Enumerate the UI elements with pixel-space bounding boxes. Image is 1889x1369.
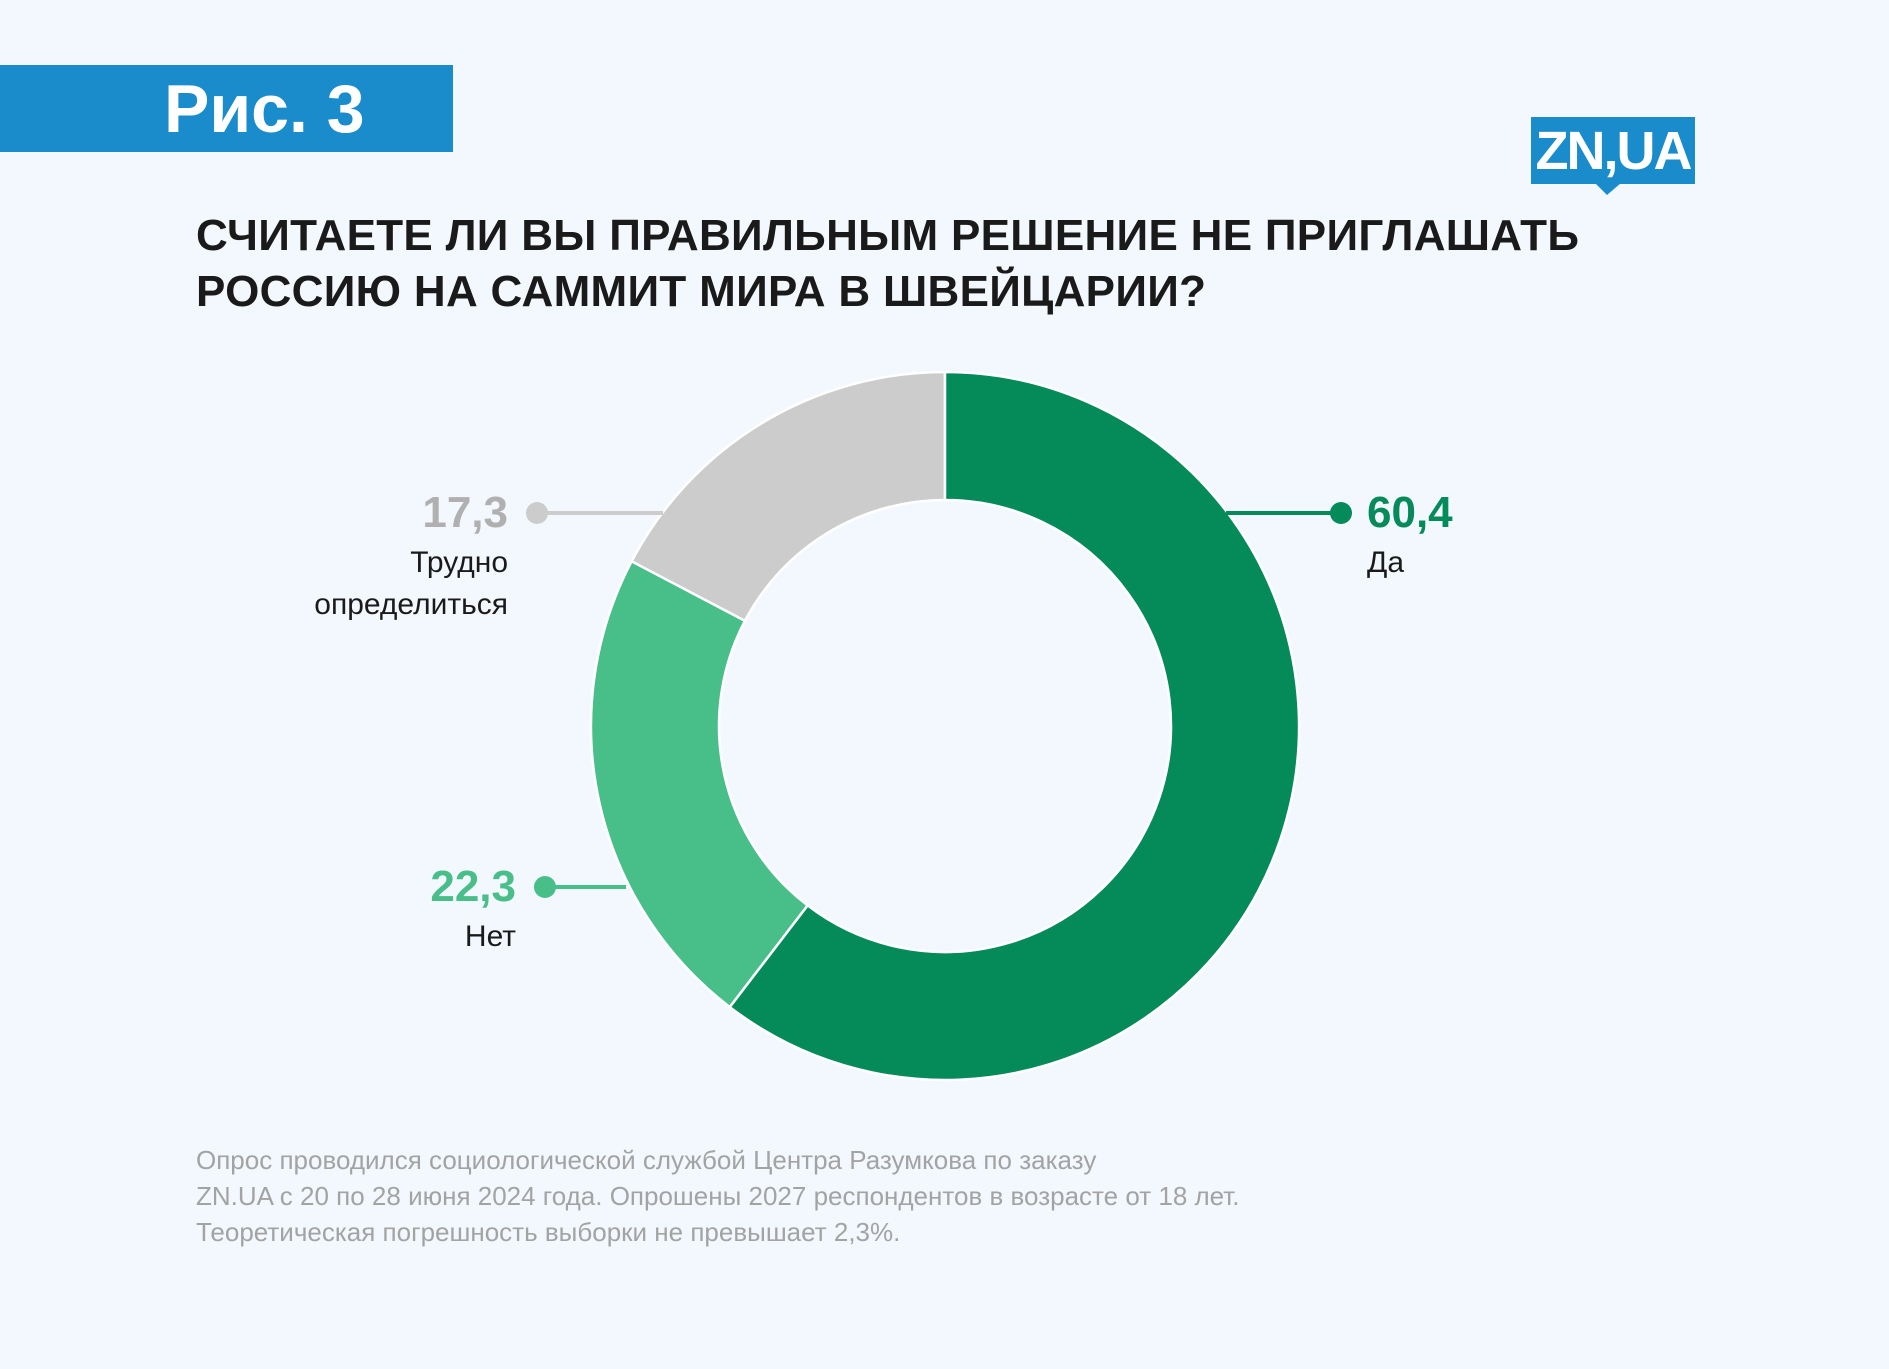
logo-text: ZN,UA — [1535, 121, 1693, 181]
value-label-yes: 60,4 — [1367, 488, 1453, 537]
footer-line-1: Опрос проводился социологической службой… — [196, 1145, 1097, 1175]
title-line-2: РОССИЮ НА САММИТ МИРА В ШВЕЙЦАРИИ? — [196, 267, 1207, 316]
leader-dot-yes — [1330, 502, 1352, 524]
category-label-no: Нет — [464, 920, 516, 953]
category-label-yes: Да — [1367, 546, 1405, 579]
footer-line-3: Теоретическая погрешность выборки не пре… — [196, 1217, 901, 1247]
category-label-undecided-1: Трудно — [410, 546, 508, 579]
donut-slice-yes — [728, 370, 1301, 1082]
title-line-1: СЧИТАЕТЕ ЛИ ВЫ ПРАВИЛЬНЫМ РЕШЕНИЕ НЕ ПРИ… — [196, 211, 1580, 260]
donut-slice-undecided — [629, 370, 947, 623]
logo-speech-tail — [1595, 183, 1621, 195]
leader-dot-undecided — [526, 502, 548, 524]
figure-label: Рис. 3 — [164, 71, 365, 147]
donut-slice-no — [589, 559, 810, 1009]
footer-line-2: ZN.UA с 20 по 28 июня 2024 года. Опрошен… — [196, 1181, 1240, 1211]
value-label-no: 22,3 — [430, 862, 516, 911]
category-label-undecided-2: определиться — [314, 588, 508, 621]
figure-label-banner: Рис. 3 — [0, 65, 453, 152]
zn-ua-logo: ZN,UA — [1531, 117, 1695, 195]
chart-title: СЧИТАЕТЕ ЛИ ВЫ ПРАВИЛЬНЫМ РЕШЕНИЕ НЕ ПРИ… — [196, 208, 1696, 320]
value-label-undecided: 17,3 — [422, 488, 508, 537]
leader-dot-no — [534, 876, 556, 898]
methodology-note: Опрос проводился социологической службой… — [196, 1142, 1240, 1250]
